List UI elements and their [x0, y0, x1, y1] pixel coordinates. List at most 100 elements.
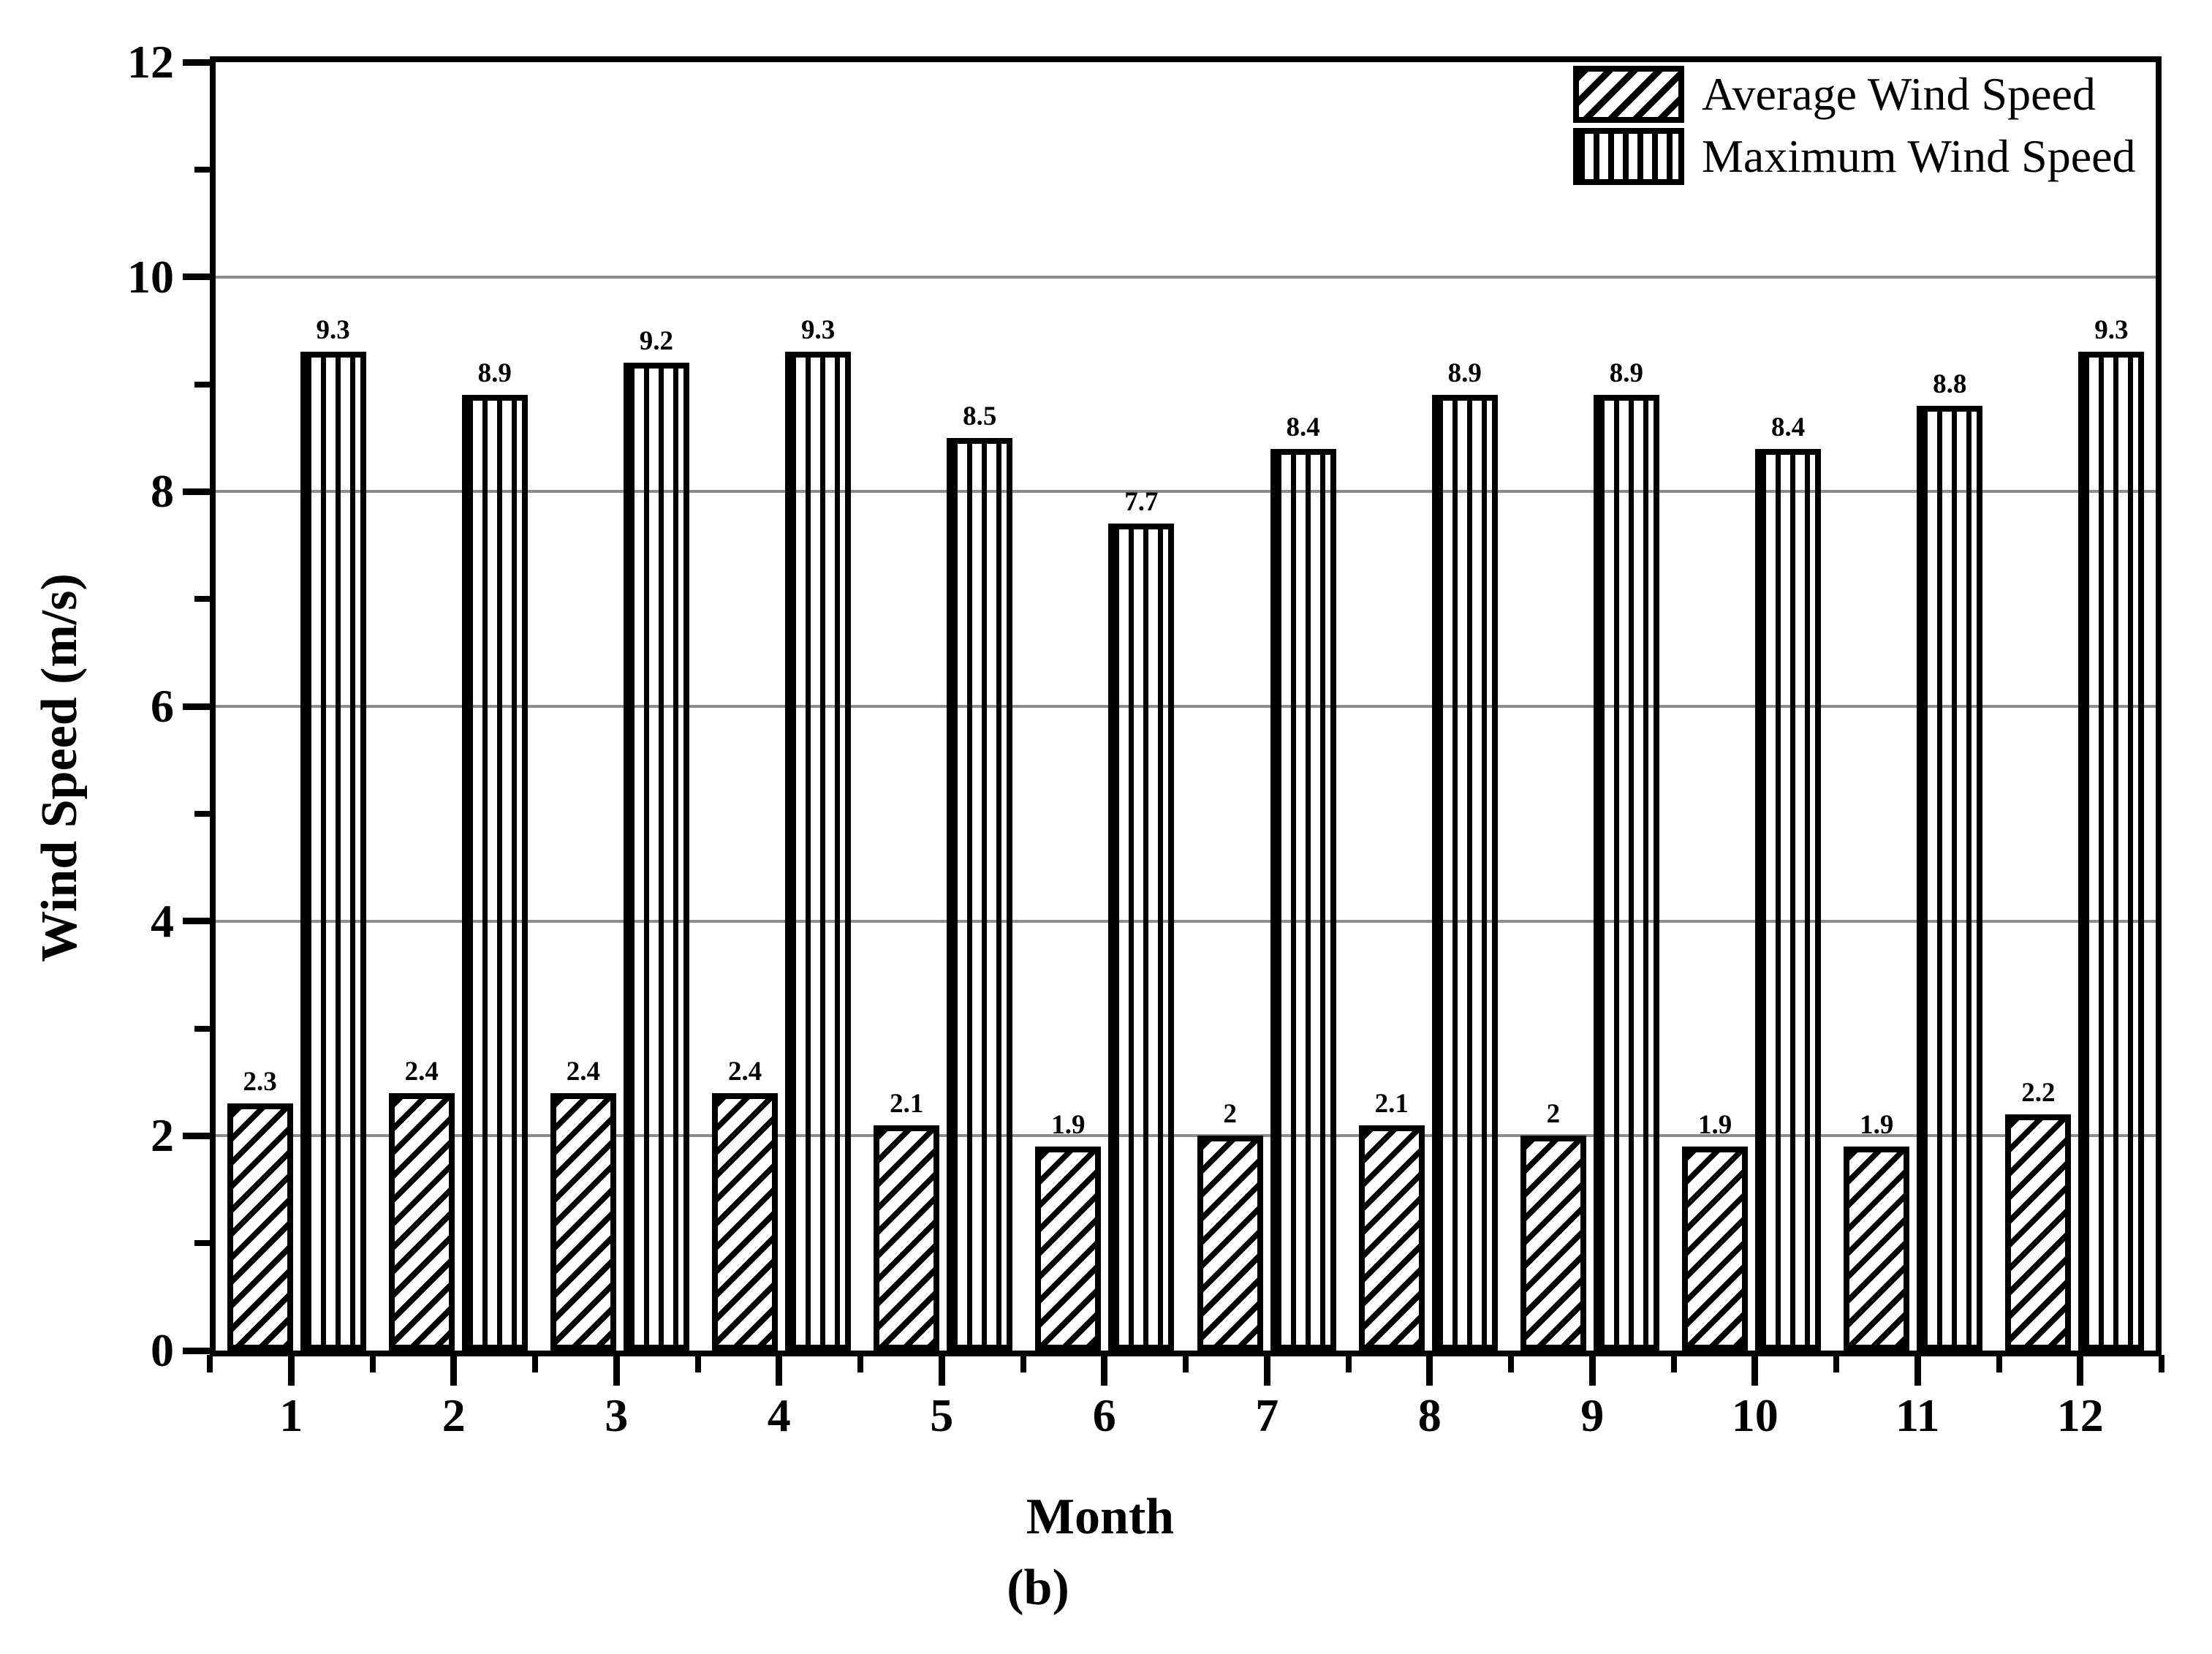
figure-caption: (b) — [1007, 1560, 1069, 1616]
x-axis-minor-tick-0 — [207, 1355, 213, 1372]
x-axis-minor-tick-4 — [857, 1355, 863, 1372]
x-tick-label-6: 6 — [1092, 1389, 1116, 1441]
bar-maximum-month-5 — [947, 437, 1013, 1351]
bar-value-label-average-month-1: 2.3 — [243, 1067, 277, 1098]
bar-value-label-average-month-4: 2.4 — [727, 1056, 762, 1087]
bar-average-month-11 — [1844, 1147, 1910, 1351]
bar-value-label-maximum-month-9: 8.9 — [1609, 358, 1644, 389]
bar-average-month-4 — [712, 1092, 779, 1351]
x-axis-major-tick-3 — [613, 1355, 620, 1386]
x-axis-minor-tick-3 — [694, 1355, 701, 1372]
bar-value-label-maximum-month-5: 8.5 — [963, 401, 997, 431]
bar-value-label-average-month-12: 2.2 — [2021, 1077, 2056, 1108]
y-tick-label-6: 6 — [151, 680, 174, 732]
x-axis-minor-tick-1 — [369, 1355, 376, 1372]
bar-average-month-12 — [2005, 1114, 2072, 1351]
bar-average-month-2 — [388, 1092, 455, 1351]
y-axis-minor-tick-11 — [194, 166, 211, 173]
x-tick-label-9: 9 — [1580, 1389, 1605, 1441]
x-axis-major-tick-8 — [1426, 1355, 1433, 1386]
bar-value-label-maximum-month-3: 9.2 — [639, 326, 674, 357]
x-tick-label-3: 3 — [605, 1389, 629, 1441]
x-axis-minor-tick-2 — [532, 1355, 538, 1372]
y-tick-label-4: 4 — [151, 894, 174, 947]
gridline-y-2 — [216, 1134, 2156, 1138]
bar-maximum-month-11 — [1917, 405, 1983, 1351]
x-axis-major-tick-5 — [938, 1355, 945, 1386]
y-axis-minor-tick-3 — [194, 1025, 211, 1032]
legend-item-average-wind-speed: Average Wind Speed — [1573, 66, 2136, 123]
legend-label-maximum: Maximum Wind Speed — [1702, 130, 2136, 182]
x-axis-major-tick-1 — [287, 1355, 295, 1386]
x-axis-minor-tick-5 — [1020, 1355, 1026, 1372]
bar-average-month-7 — [1197, 1136, 1263, 1351]
y-axis-major-tick-6 — [183, 703, 211, 710]
legend: Average Wind Speed Maximum Wind Speed — [1573, 66, 2136, 190]
bar-value-label-average-month-6: 1.9 — [1051, 1110, 1086, 1141]
bar-average-month-1 — [227, 1103, 293, 1351]
bar-value-label-average-month-3: 2.4 — [566, 1056, 601, 1087]
bar-value-label-maximum-month-10: 8.4 — [1770, 412, 1806, 442]
bar-value-label-maximum-month-12: 9.3 — [2094, 315, 2129, 346]
gridline-y-8 — [216, 490, 2156, 494]
diagonal-hatch-swatch-icon — [1573, 66, 1684, 123]
y-axis-major-tick-8 — [183, 488, 211, 495]
x-tick-label-10: 10 — [1731, 1389, 1779, 1441]
bar-value-label-average-month-2: 2.4 — [404, 1056, 439, 1087]
bar-maximum-month-4 — [785, 352, 852, 1351]
x-tick-label-11: 11 — [1895, 1389, 1940, 1441]
bar-maximum-month-6 — [1108, 524, 1175, 1351]
bar-maximum-month-7 — [1270, 448, 1336, 1351]
x-tick-label-5: 5 — [930, 1389, 954, 1441]
y-axis-major-tick-4 — [183, 918, 211, 925]
bar-value-label-maximum-month-8: 8.9 — [1447, 358, 1482, 389]
x-axis-minor-tick-10 — [1833, 1355, 1839, 1372]
bar-average-month-9 — [1520, 1136, 1586, 1351]
x-axis-minor-tick-8 — [1508, 1355, 1514, 1372]
bar-value-label-average-month-5: 2.1 — [890, 1088, 924, 1119]
legend-label-average: Average Wind Speed — [1702, 68, 2096, 120]
bar-value-label-maximum-month-2: 8.9 — [477, 358, 512, 389]
x-axis-major-tick-11 — [1914, 1355, 1921, 1386]
y-tick-label-10: 10 — [127, 250, 174, 303]
y-tick-label-0: 0 — [151, 1324, 174, 1376]
x-axis-major-tick-10 — [1751, 1355, 1759, 1386]
x-axis-minor-tick-7 — [1345, 1355, 1352, 1372]
bar-average-month-8 — [1358, 1125, 1425, 1351]
bar-value-label-maximum-month-4: 9.3 — [800, 315, 836, 346]
y-axis-major-tick-2 — [183, 1132, 211, 1139]
y-tick-label-8: 8 — [151, 465, 174, 518]
y-tick-label-2: 2 — [151, 1109, 174, 1162]
bar-value-label-average-month-9: 2 — [1546, 1099, 1561, 1130]
bar-maximum-month-12 — [2078, 352, 2145, 1351]
bar-value-label-average-month-10: 1.9 — [1697, 1110, 1732, 1141]
x-tick-label-12: 12 — [2056, 1389, 2104, 1441]
x-tick-label-4: 4 — [767, 1389, 791, 1441]
x-tick-label-7: 7 — [1255, 1389, 1279, 1441]
y-axis-minor-tick-5 — [194, 810, 211, 817]
y-axis-minor-tick-9 — [194, 381, 211, 388]
x-axis-major-tick-4 — [776, 1355, 783, 1386]
gridline-y-6 — [216, 705, 2156, 708]
bar-average-month-5 — [874, 1125, 940, 1351]
gridline-y-10 — [216, 275, 2156, 279]
x-axis-major-tick-9 — [1588, 1355, 1596, 1386]
bar-maximum-month-1 — [300, 352, 366, 1351]
bar-maximum-month-3 — [623, 363, 689, 1351]
x-axis-minor-tick-6 — [1183, 1355, 1189, 1372]
x-tick-label-1: 1 — [279, 1389, 303, 1441]
bar-value-label-maximum-month-1: 9.3 — [316, 315, 350, 346]
bar-maximum-month-8 — [1431, 395, 1498, 1351]
plot-area: 2.3 9.3 2.4 8.9 2.4 9.2 2.4 9.3 2.1 8.5 1.9 7.7 2 8.4… — [210, 56, 2162, 1356]
legend-item-maximum-wind-speed: Maximum Wind Speed — [1573, 128, 2136, 185]
bar-value-label-average-month-8: 2.1 — [1374, 1088, 1409, 1119]
vertical-lines-swatch-icon — [1573, 128, 1684, 185]
bar-value-label-maximum-month-11: 8.8 — [1933, 369, 1967, 399]
x-axis-major-tick-6 — [1101, 1355, 1108, 1386]
bar-maximum-month-10 — [1755, 448, 1822, 1351]
x-tick-label-2: 2 — [442, 1389, 466, 1441]
y-axis-major-tick-0 — [183, 1347, 211, 1354]
bar-average-month-3 — [550, 1092, 616, 1351]
x-axis-major-tick-12 — [2077, 1355, 2084, 1386]
x-axis-minor-tick-11 — [1996, 1355, 2002, 1372]
